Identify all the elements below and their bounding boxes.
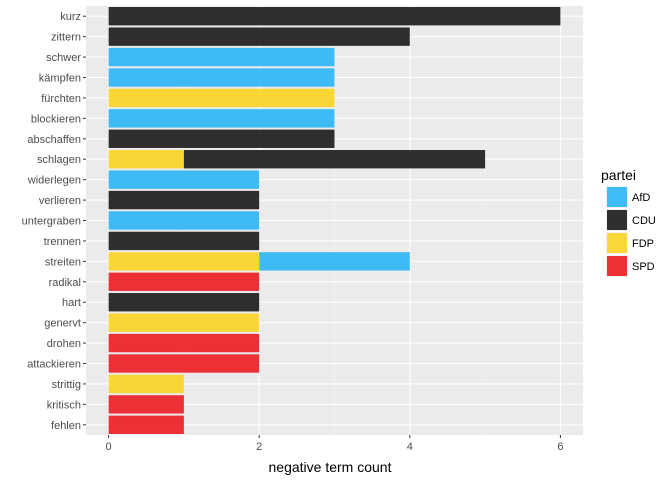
y-tick-label: zittern	[51, 32, 81, 44]
legend-swatch-AfD	[607, 187, 627, 207]
bar-schlagen-CDU	[183, 150, 486, 169]
bar-drohen-SPD	[108, 333, 260, 353]
y-tick-label: schlagen	[37, 154, 81, 166]
bar-hart-CDU	[108, 293, 260, 312]
bar-streiten-FDP	[108, 252, 260, 271]
bar-verlieren-CDU	[108, 190, 260, 210]
x-tick-label: 2	[256, 441, 262, 453]
y-tick-label: attackieren	[27, 359, 81, 371]
y-axis: kurz zittern schwer kämpfen fürchten blockier…	[22, 11, 86, 432]
y-tick-label: widerlegen	[27, 175, 81, 187]
legend-swatch-CDU	[607, 210, 627, 230]
y-tick-label: fehlen	[51, 420, 81, 432]
bar-kämpfen-AfD	[108, 68, 335, 87]
bar-abschaffen-CDU	[108, 129, 335, 148]
legend-label-AfD: AfD	[632, 192, 650, 204]
y-tick-label: streiten	[45, 256, 81, 268]
bar-streiten-AfD	[259, 252, 410, 271]
bar-schlagen-FDP	[108, 150, 184, 169]
x-axis-title: negative term count	[269, 459, 392, 475]
y-tick-label: blockieren	[31, 113, 81, 125]
y-tick-label: fürchten	[41, 93, 81, 105]
y-tick-label: genervt	[44, 318, 81, 330]
legend-title: partei	[601, 167, 636, 183]
bar-kurz-CDU	[108, 7, 561, 26]
bar-blockieren-AfD	[108, 109, 335, 128]
bar-untergraben-AfD	[108, 211, 260, 230]
legend-label-CDU: CDU	[632, 215, 656, 227]
y-tick-label: abschaffen	[27, 134, 81, 146]
y-tick-label: drohen	[47, 338, 81, 350]
legend-swatch-SPD	[607, 256, 627, 276]
bar-layer	[108, 7, 561, 434]
bar-genervt-FDP	[108, 313, 260, 332]
y-tick-label: strittig	[52, 379, 81, 391]
bar-strittig-FDP	[108, 374, 184, 394]
bar-kritisch-SPD	[108, 395, 184, 414]
legend-label-SPD: SPD	[632, 261, 655, 273]
y-tick-label: kurz	[60, 11, 81, 23]
x-tick-label: 0	[106, 441, 112, 453]
y-tick-label: hart	[62, 297, 81, 309]
bar-radikal-SPD	[108, 272, 260, 291]
bar-trennen-CDU	[108, 231, 260, 251]
legend-label-FDP: FDP	[632, 238, 654, 250]
legend: partei AfD CDU FDP SPD	[601, 167, 656, 277]
bar-schwer-AfD	[108, 47, 335, 67]
x-axis: 0 2 4 6	[106, 435, 563, 453]
bar-attackieren-SPD	[108, 354, 260, 373]
bar-widerlegen-AfD	[108, 170, 260, 189]
y-tick-label: verlieren	[39, 195, 81, 207]
x-tick-label: 6	[557, 441, 563, 453]
legend-swatch-FDP	[607, 233, 627, 253]
x-tick-label: 4	[407, 441, 413, 453]
y-tick-label: trennen	[44, 236, 81, 248]
y-tick-label: kritisch	[47, 399, 81, 411]
y-tick-label: schwer	[46, 52, 81, 64]
y-tick-label: untergraben	[22, 216, 81, 228]
bar-zittern-CDU	[108, 27, 410, 46]
bar-fürchten-FDP	[108, 88, 335, 108]
y-tick-label: kämpfen	[39, 73, 81, 85]
bar-fehlen-SPD	[108, 415, 184, 434]
y-tick-label: radikal	[49, 277, 81, 289]
